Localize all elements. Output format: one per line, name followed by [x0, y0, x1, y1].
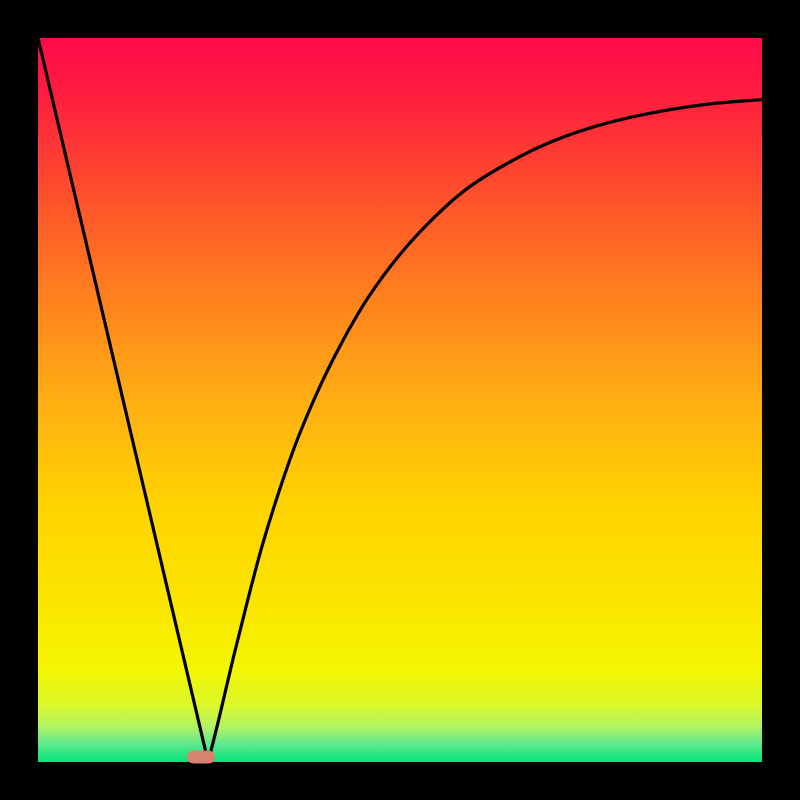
curve-left-segment [38, 38, 208, 762]
plot-area [38, 38, 762, 762]
chart-container: TheBottlenecker.com [0, 0, 800, 800]
bottleneck-marker [187, 751, 215, 764]
curve-layer [38, 38, 762, 762]
curve-right-segment [208, 100, 762, 762]
